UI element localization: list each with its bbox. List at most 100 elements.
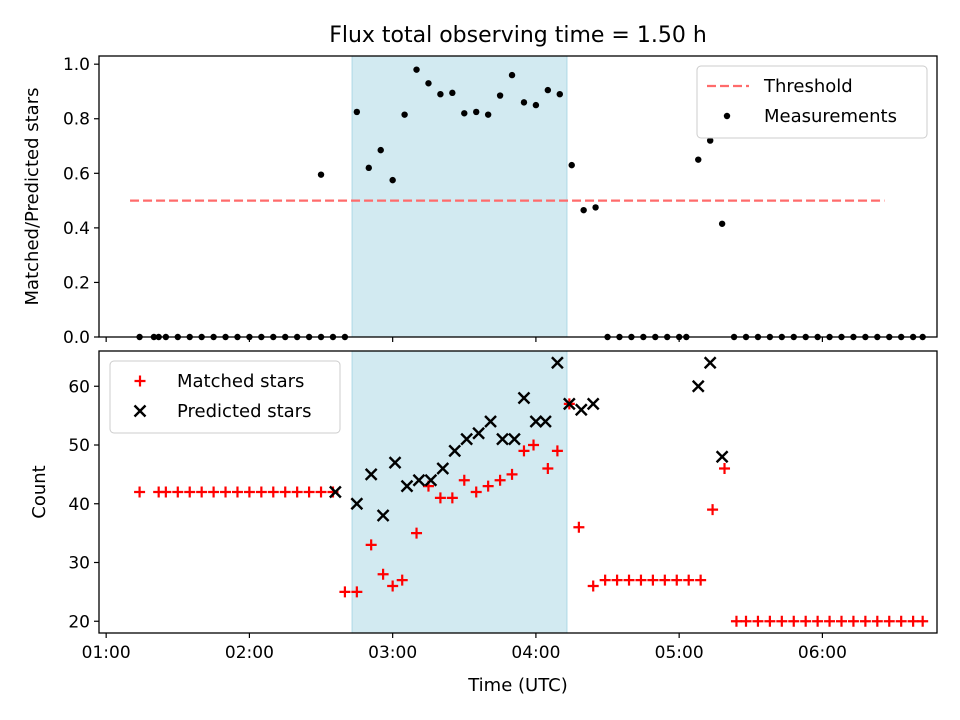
legend-label: Threshold <box>763 76 853 97</box>
data-point <box>458 474 470 486</box>
legend-matched-swatch <box>134 375 146 387</box>
data-point <box>520 99 528 106</box>
chart-title: Flux total observing time = 1.50 h <box>329 23 707 48</box>
data-point <box>532 101 540 109</box>
data-point <box>883 615 895 627</box>
data-point <box>542 463 554 474</box>
legend-measurements-swatch <box>723 112 731 120</box>
x-tick-label: 03:00 <box>368 643 417 663</box>
y-tick-label: 0.0 <box>63 328 90 348</box>
data-point <box>703 356 717 370</box>
data-point <box>562 397 576 411</box>
data-point <box>231 486 243 498</box>
data-point <box>220 486 232 498</box>
data-point <box>461 110 468 117</box>
data-point <box>800 615 812 627</box>
axes-frame <box>98 55 938 338</box>
data-point <box>446 492 458 504</box>
data-point <box>764 615 776 627</box>
x-tick-label: 06:00 <box>798 643 847 663</box>
data-point <box>377 568 389 580</box>
data-point <box>623 574 635 586</box>
data-point <box>539 415 552 428</box>
data-point <box>160 486 172 498</box>
data-point <box>196 486 208 498</box>
data-point <box>695 574 707 586</box>
y-axis-label: Matched/Predicted stars <box>22 88 43 306</box>
legend-predicted-swatch <box>133 404 147 418</box>
data-point <box>376 509 390 522</box>
data-point <box>517 391 531 405</box>
data-point <box>544 86 552 94</box>
x-tick-label: 02:00 <box>225 643 274 663</box>
data-point <box>691 379 705 393</box>
data-point <box>208 486 220 498</box>
axes-frame <box>98 350 938 634</box>
observing-interval-shade <box>351 350 568 634</box>
data-point <box>315 486 327 498</box>
data-point <box>824 615 836 627</box>
legend-label: Measurements <box>764 106 897 127</box>
data-point <box>279 486 291 498</box>
data-point <box>353 108 361 116</box>
data-point <box>528 439 540 451</box>
data-point <box>788 615 800 627</box>
data-point <box>907 615 919 627</box>
top-panel: 0.0 0.2 0.4 0.6 0.8 1.0 Matched/Predicted star… <box>22 55 938 348</box>
y-tick-label: 50 <box>68 436 90 456</box>
data-point <box>859 615 871 627</box>
data-point <box>473 108 480 116</box>
data-point <box>351 586 363 598</box>
data-point <box>387 580 399 592</box>
data-point <box>365 164 372 172</box>
data-point <box>400 479 414 493</box>
data-point <box>551 356 564 370</box>
data-point <box>396 574 408 586</box>
y-tick-label: 30 <box>68 554 90 574</box>
data-point <box>518 445 530 457</box>
data-point <box>448 444 462 458</box>
data-point <box>424 473 438 487</box>
data-point <box>350 497 364 511</box>
data-point <box>718 220 726 227</box>
data-point <box>411 527 423 539</box>
data-point <box>482 480 494 492</box>
data-point <box>470 486 482 498</box>
data-point <box>611 574 623 586</box>
data-point <box>573 521 585 533</box>
data-point <box>836 615 848 627</box>
data-point <box>776 615 788 627</box>
data-point <box>389 176 396 184</box>
data-point <box>740 615 752 627</box>
data-point <box>496 432 509 446</box>
x-tick-label: 01:00 <box>82 643 131 663</box>
data-point <box>917 615 929 627</box>
y-tick-label: 0.2 <box>63 273 90 293</box>
y-axis-label: Count <box>29 465 50 518</box>
data-point <box>568 161 575 169</box>
data-point <box>303 486 315 498</box>
y-tick-label: 1.0 <box>63 55 90 75</box>
data-point <box>847 615 859 627</box>
data-point <box>715 450 729 464</box>
data-point <box>494 474 506 486</box>
y-tick-label: 0.8 <box>63 110 90 130</box>
series-predicted-stars <box>329 356 729 522</box>
data-point <box>695 156 702 163</box>
data-point <box>388 456 402 469</box>
data-point <box>496 92 504 99</box>
data-point <box>508 71 516 79</box>
legend-label: Matched stars <box>177 371 304 392</box>
legend-label: Predicted stars <box>177 401 311 422</box>
data-point <box>291 486 303 498</box>
data-point <box>413 66 420 73</box>
data-point <box>484 415 497 428</box>
data-point <box>184 486 196 498</box>
data-point <box>556 90 563 98</box>
series-matched-stars <box>134 398 929 627</box>
data-point <box>647 574 659 586</box>
data-point <box>599 574 611 586</box>
y-tick-label: 0.6 <box>63 164 90 184</box>
data-point <box>134 486 146 498</box>
